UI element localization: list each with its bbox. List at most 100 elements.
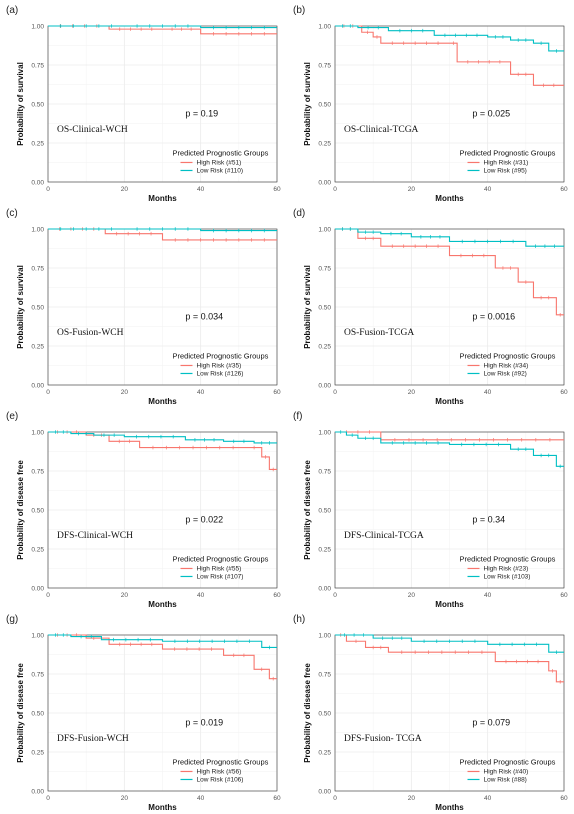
legend-label: Low Risk (#95) xyxy=(484,167,527,174)
y-tick-label: 0.50 xyxy=(318,102,331,109)
cohort-label: OS-Clinical-WCH xyxy=(57,125,128,135)
y-tick-label: 0.75 xyxy=(318,672,331,679)
km-chart: (f) 0.00 0.25 0.50 0.75 1.00 0 20 40 60 Months Prob… xyxy=(293,411,568,609)
y-tick-label: 0.50 xyxy=(318,508,331,515)
y-tick-label: 0.25 xyxy=(318,750,331,757)
km-chart: (a) 0.00 0.25 0.50 0.75 1.00 0 20 40 60 Months Prob… xyxy=(6,5,281,203)
x-tick-label: 0 xyxy=(46,795,50,802)
y-tick-label: 0.50 xyxy=(31,305,44,312)
legend-label: High Risk (#35) xyxy=(197,362,242,369)
legend-label: Low Risk (#88) xyxy=(484,776,527,783)
x-tick-label: 0 xyxy=(333,795,337,802)
plot-frame xyxy=(47,431,278,589)
x-tick-label: 40 xyxy=(484,795,492,802)
x-axis-title: Months xyxy=(435,194,464,203)
y-tick-label: 0.50 xyxy=(318,711,331,718)
cohort-label: DFS-Fusion-WCH xyxy=(57,734,129,744)
x-tick-label: 60 xyxy=(560,592,568,599)
y-tick-label: 1.00 xyxy=(31,227,44,234)
plot-frame xyxy=(334,431,565,589)
y-tick-label: 0.75 xyxy=(31,63,44,70)
y-tick-label: 0.75 xyxy=(31,469,44,476)
legend-label: High Risk (#31) xyxy=(484,159,529,166)
p-value-label: p = 0.034 xyxy=(185,311,223,321)
y-tick-label: 0.50 xyxy=(31,102,44,109)
y-tick-label: 0.25 xyxy=(31,344,44,351)
cohort-label: OS-Fusion-TCGA xyxy=(344,328,414,338)
legend-label: Low Risk (#103) xyxy=(484,573,531,580)
x-tick-label: 20 xyxy=(121,186,129,193)
legend-label: Low Risk (#107) xyxy=(197,573,244,580)
legend-label: Low Risk (#126) xyxy=(197,370,244,377)
legend-title: Predicted Prognostic Groups xyxy=(460,757,556,766)
y-tick-label: 0.00 xyxy=(31,383,44,390)
x-tick-label: 40 xyxy=(484,186,492,193)
p-value-label: p = 0.079 xyxy=(472,717,510,727)
p-value-label: p = 0.0016 xyxy=(472,311,515,321)
cohort-label: DFS-Clinical-WCH xyxy=(57,531,133,541)
km-chart: (d) 0.00 0.25 0.50 0.75 1.00 0 20 40 60 Months Prob… xyxy=(293,208,568,406)
legend-label: Low Risk (#106) xyxy=(197,776,244,783)
km-panel-c: (c) 0.00 0.25 0.50 0.75 1.00 0 20 40 60 Months Prob… xyxy=(0,203,287,406)
x-tick-label: 20 xyxy=(121,795,129,802)
km-panel-b: (b) 0.00 0.25 0.50 0.75 1.00 0 20 40 60 Months Prob… xyxy=(287,0,574,203)
y-tick-label: 1.00 xyxy=(31,430,44,437)
y-tick-label: 0.00 xyxy=(31,180,44,187)
legend-label: High Risk (#51) xyxy=(197,159,242,166)
legend-label: Low Risk (#92) xyxy=(484,370,527,377)
panel-letter: (f) xyxy=(293,411,302,422)
legend-label: Low Risk (#110) xyxy=(197,167,243,174)
y-tick-label: 0.00 xyxy=(31,789,44,796)
y-tick-label: 0.75 xyxy=(318,266,331,273)
y-tick-label: 0.75 xyxy=(31,672,44,679)
panel-letter: (g) xyxy=(6,614,18,625)
km-panel-a: (a) 0.00 0.25 0.50 0.75 1.00 0 20 40 60 Months Prob… xyxy=(0,0,287,203)
y-tick-label: 0.00 xyxy=(318,789,331,796)
legend-label: High Risk (#23) xyxy=(484,565,529,572)
y-tick-label: 1.00 xyxy=(318,633,331,640)
y-tick-label: 0.50 xyxy=(318,305,331,312)
x-tick-label: 0 xyxy=(46,592,50,599)
x-axis-title: Months xyxy=(148,803,177,812)
x-tick-label: 40 xyxy=(197,795,205,802)
km-curve-low-risk xyxy=(335,228,564,247)
p-value-label: p = 0.34 xyxy=(472,514,505,524)
y-tick-label: 0.50 xyxy=(31,711,44,718)
cohort-label: DFS-Fusion- TCGA xyxy=(344,734,422,744)
x-tick-label: 60 xyxy=(273,186,281,193)
km-curve-high-risk xyxy=(48,634,277,680)
x-tick-label: 20 xyxy=(121,592,129,599)
legend-label: High Risk (#55) xyxy=(197,565,242,572)
y-axis-title: Probability of disease free xyxy=(303,663,312,763)
km-curve-high-risk xyxy=(335,228,564,316)
x-tick-label: 40 xyxy=(197,389,205,396)
y-tick-label: 0.00 xyxy=(31,586,44,593)
x-tick-label: 60 xyxy=(560,389,568,396)
km-panel-g: (g) 0.00 0.25 0.50 0.75 1.00 0 20 40 60 Months Prob… xyxy=(0,609,287,812)
y-tick-label: 1.00 xyxy=(31,24,44,31)
y-tick-label: 0.75 xyxy=(318,469,331,476)
panel-letter: (e) xyxy=(6,411,18,422)
x-tick-label: 20 xyxy=(121,389,129,396)
legend-title: Predicted Prognostic Groups xyxy=(460,554,556,563)
legend-label: High Risk (#34) xyxy=(484,362,529,369)
x-tick-label: 40 xyxy=(484,389,492,396)
y-tick-label: 0.25 xyxy=(31,750,44,757)
km-chart: (b) 0.00 0.25 0.50 0.75 1.00 0 20 40 60 Months Prob… xyxy=(293,5,568,203)
x-axis-title: Months xyxy=(435,600,464,609)
x-tick-label: 60 xyxy=(273,592,281,599)
p-value-label: p = 0.019 xyxy=(185,717,223,727)
x-tick-label: 60 xyxy=(560,795,568,802)
km-panel-h: (h) 0.00 0.25 0.50 0.75 1.00 0 20 40 60 Months Prob… xyxy=(287,609,574,812)
y-tick-label: 0.00 xyxy=(318,586,331,593)
y-tick-label: 0.00 xyxy=(318,383,331,390)
cohort-label: DFS-Clinical-TCGA xyxy=(344,531,424,541)
y-tick-label: 1.00 xyxy=(318,227,331,234)
legend-title: Predicted Prognostic Groups xyxy=(173,757,269,766)
x-axis-title: Months xyxy=(435,803,464,812)
y-axis-title: Probability of disease free xyxy=(16,460,25,560)
km-panel-f: (f) 0.00 0.25 0.50 0.75 1.00 0 20 40 60 Months Prob… xyxy=(287,406,574,609)
km-panel-e: (e) 0.00 0.25 0.50 0.75 1.00 0 20 40 60 Months Prob… xyxy=(0,406,287,609)
km-chart: (c) 0.00 0.25 0.50 0.75 1.00 0 20 40 60 Months Prob… xyxy=(6,208,281,406)
legend-title: Predicted Prognostic Groups xyxy=(460,351,556,360)
